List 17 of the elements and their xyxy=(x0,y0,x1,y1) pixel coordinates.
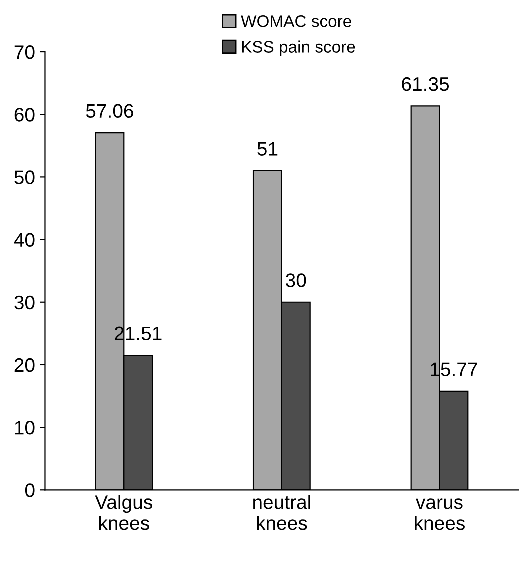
data-label: 61.35 xyxy=(402,77,450,92)
x-tick-label: Valgus knees xyxy=(95,495,152,530)
legend-label: WOMAC score xyxy=(241,16,352,28)
y-tick-label: 70 xyxy=(14,45,35,60)
y-tick-label: 0 xyxy=(25,484,35,498)
data-label: 57.06 xyxy=(86,104,134,118)
data-label: 30 xyxy=(286,274,306,288)
x-tick-label: neutral knees xyxy=(254,495,310,530)
y-tick-label: 60 xyxy=(14,108,35,122)
y-tick-label: 20 xyxy=(14,358,35,372)
y-tick-label: 40 xyxy=(14,233,35,248)
y-tick-label: 10 xyxy=(15,421,35,435)
y-tick-label: 50 xyxy=(14,170,35,184)
x-tick-label: varus knees xyxy=(415,498,465,530)
data-label: 51 xyxy=(258,142,278,156)
legend-label: KSS pain score xyxy=(242,40,356,56)
y-tick-label: 30 xyxy=(14,296,35,310)
